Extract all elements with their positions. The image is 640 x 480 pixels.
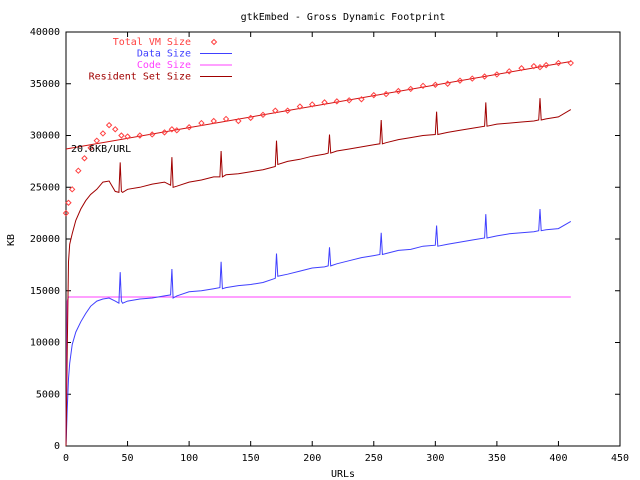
total-vm-size-point [333,98,341,105]
total-vm-size-point [136,132,144,139]
total-vm-size-point [444,80,451,87]
y-axis-label: KB [6,234,17,246]
total-vm-size-point [432,81,439,88]
plot-frame [65,31,621,447]
total-vm-size-point [493,71,501,78]
total-vm-size-point [272,107,279,114]
fit-annotation: 20.6KB/URL [71,144,131,155]
total-vm-size-point [259,111,267,119]
code-size-line [65,296,571,447]
y-tick-label: 40000 [30,27,60,38]
total-vm-size-point [105,121,113,129]
y-tick-label: 10000 [30,338,60,349]
axis-ticks: 0 5000 10000 15000 20000 25000 30000 35000 40000… [30,27,629,464]
total-vm-size-point [542,61,550,69]
total-vm-size-point [112,126,119,133]
total-vm-size-point [469,75,476,82]
legend-label-code-size: Code Size [137,60,191,71]
y-tick-label: 30000 [30,131,60,142]
data-size-line [65,208,572,447]
total-vm-size-point [87,144,94,152]
x-tick-label: 200 [303,453,321,464]
x-tick-label: 300 [426,453,444,464]
total-vm-size-point [419,82,427,90]
total-vm-size-point [185,124,193,131]
total-vm-size-point [118,132,125,139]
legend-marker-total-vm-size [210,38,218,46]
total-vm-size-point [481,73,488,80]
total-vm-size-point [124,133,131,140]
total-vm-size-point [75,167,82,174]
x-tick-label: 0 [63,453,69,464]
x-tick-label: 100 [180,453,198,464]
total-vm-size-point [370,91,377,99]
total-vm-size-point [505,68,513,75]
total-vm-size-point [530,62,538,70]
legend-label-data-size: Data Size [137,49,191,60]
total-vm-size-point [518,65,525,72]
total-vm-size-point [555,59,562,67]
series-group [62,59,574,447]
total-vm-size-point [222,115,230,123]
total-vm-size-point [382,90,390,98]
total-vm-size-point [168,126,176,133]
total-vm-size-point [148,131,156,138]
x-tick-label: 350 [488,453,506,464]
total-vm-size-point [309,101,316,108]
chart-title: gtkEmbed - Gross Dynamic Footprint [241,12,446,23]
total-vm-size-point [93,137,100,144]
total-vm-size-point [99,130,107,137]
total-vm-size-point [68,186,76,193]
total-vm-size-point [65,199,72,206]
resident-set-size-line [65,98,572,447]
x-tick-label: 150 [242,453,260,464]
total-vm-size-point [358,96,365,103]
y-tick-label: 0 [54,441,60,452]
y-tick-label: 35000 [30,79,60,90]
legend-label-total-vm-size: Total VM Size [113,37,191,48]
total-vm-size-point [536,63,544,71]
total-vm-size-point [62,209,70,217]
total-vm-size-point [173,127,181,134]
total-vm-size-point [161,129,168,136]
total-vm-size-point [210,117,217,125]
x-axis-label: URLs [331,469,355,480]
x-tick-label: 450 [611,453,629,464]
total-vm-size-point [235,117,242,125]
total-vm-size-point [198,119,205,127]
y-tick-label: 25000 [30,182,60,193]
y-tick-label: 15000 [30,286,60,297]
total-vm-size-point [284,107,291,114]
total-vm-size-point [296,103,304,110]
total-vm-size-point [407,85,414,93]
total-vm-size-point [395,87,402,95]
y-tick-label: 20000 [30,234,60,245]
legend-label-resident-set-size: Resident Set Size [89,72,191,83]
total-vm-size-point [321,99,328,106]
total-vm-size-point [247,114,254,122]
y-tick-label: 5000 [36,389,60,400]
total-vm-size-point [81,155,88,162]
total-vm-size-point [345,97,353,104]
total-vm-size-point [567,59,574,67]
x-tick-label: 400 [549,453,567,464]
x-tick-label: 250 [365,453,383,464]
x-tick-label: 50 [122,453,134,464]
total-vm-size-point [456,77,464,84]
